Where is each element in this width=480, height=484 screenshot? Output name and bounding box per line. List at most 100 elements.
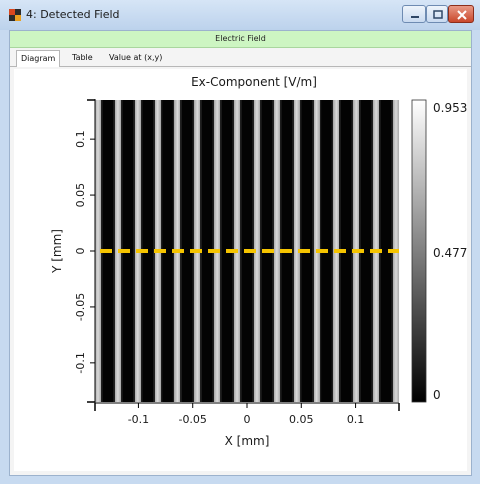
- y-tick-label: 0.05: [74, 183, 87, 208]
- heatmap-column: [202, 100, 204, 402]
- y-axis-label: Y [mm]: [50, 229, 64, 274]
- heatmap-column: [366, 100, 368, 402]
- heatmap-column: [240, 100, 242, 402]
- tab-diagram[interactable]: Diagram: [16, 50, 61, 67]
- heatmap-column: [241, 100, 243, 402]
- x-tick-label: 0.05: [289, 413, 314, 426]
- heatmap-column: [261, 100, 263, 402]
- heatmap-column: [184, 100, 186, 402]
- diagram-area: Ex-Component [V/m] -0.1 -0.05 0 0.05 0.1 -0.…: [14, 69, 467, 471]
- heatmap-column: [278, 100, 280, 402]
- y-tick-label: 0: [74, 248, 87, 255]
- heatmap-column: [114, 100, 116, 402]
- minimize-button[interactable]: [402, 5, 426, 23]
- heatmap-column: [364, 100, 366, 402]
- tab-strip: Diagram Table Value at (x,y): [10, 48, 471, 67]
- heatmap-column: [329, 100, 331, 402]
- heatmap-column: [186, 100, 188, 402]
- heatmap-column: [132, 100, 134, 402]
- heatmap-column: [314, 100, 316, 402]
- heatmap-column: [206, 100, 208, 402]
- chart-title: Ex-Component [V/m]: [191, 75, 317, 89]
- heatmap-column: [116, 100, 118, 402]
- y-tick-label: -0.05: [74, 293, 87, 321]
- y-tick-label: 0.1: [74, 130, 87, 148]
- heatmap-column: [369, 100, 371, 402]
- title-bar[interactable]: 4: Detected Field: [0, 0, 480, 30]
- heatmap-column: [382, 100, 384, 402]
- heatmap-column: [170, 100, 172, 402]
- heatmap-column: [169, 100, 171, 402]
- heatmap-column: [346, 100, 348, 402]
- heatmap-column: [313, 100, 315, 402]
- heatmap-column: [242, 100, 244, 402]
- heatmap-column: [187, 100, 189, 402]
- heatmap-column: [367, 100, 369, 402]
- heatmap-column: [220, 100, 222, 402]
- heatmap-column: [294, 100, 296, 402]
- heatmap-column: [135, 100, 137, 402]
- colorbar-mid-label: 0.477: [433, 246, 467, 260]
- heatmap-column: [295, 100, 297, 402]
- heatmap-column: [112, 100, 114, 402]
- heatmap-column: [333, 100, 335, 402]
- heatmap-column: [131, 100, 133, 402]
- heatmap-column: [274, 100, 276, 402]
- heatmap-column: [95, 100, 97, 402]
- heatmap-column: [349, 100, 351, 402]
- x-tick-label: -0.1: [128, 413, 149, 426]
- heatmap-column: [310, 100, 312, 402]
- colorbar-max-label: 0.953: [433, 101, 467, 115]
- heatmap-column: [257, 100, 259, 402]
- heatmap-column: [133, 100, 135, 402]
- heatmap-column: [188, 100, 190, 402]
- tab-table[interactable]: Table: [72, 53, 93, 62]
- field-chart[interactable]: Ex-Component [V/m] -0.1 -0.05 0 0.05 0.1 -0.…: [14, 69, 467, 471]
- close-button[interactable]: [448, 5, 474, 23]
- heatmap-column: [134, 100, 136, 402]
- heatmap-column: [292, 100, 294, 402]
- heatmap-column: [275, 100, 277, 402]
- heatmap-column: [225, 100, 227, 402]
- x-ticks: -0.1 -0.05 0 0.05 0.1: [94, 403, 400, 426]
- tab-value-at-xy[interactable]: Value at (x,y): [109, 53, 163, 62]
- heatmap-column: [315, 100, 317, 402]
- heatmap-column: [152, 100, 154, 402]
- maximize-button[interactable]: [426, 5, 448, 23]
- heatmap-column: [330, 100, 332, 402]
- maximize-icon: [433, 10, 443, 19]
- heatmap-column: [96, 100, 98, 402]
- heatmap-column: [99, 100, 101, 402]
- heatmap-column: [297, 100, 299, 402]
- y-tick-label: -0.1: [74, 352, 87, 373]
- heatmap-column: [189, 100, 191, 402]
- x-axis-label: X [mm]: [225, 434, 270, 448]
- heatmap-column: [383, 100, 385, 402]
- heatmap-column: [204, 100, 206, 402]
- x-tick-label: 0: [244, 413, 251, 426]
- heatmap-column: [328, 100, 330, 402]
- heatmap-column: [168, 100, 170, 402]
- heatmap-column: [296, 100, 298, 402]
- heatmap-column: [207, 100, 209, 402]
- heatmap-column: [153, 100, 155, 402]
- heatmap-column: [149, 100, 151, 402]
- heatmap-column: [384, 100, 386, 402]
- close-icon: [457, 10, 467, 20]
- heatmap-column: [97, 100, 99, 402]
- heatmap-column: [386, 100, 388, 402]
- colorbar-min-label: 0: [433, 388, 441, 402]
- app-icon: [9, 9, 21, 21]
- heatmap-column: [276, 100, 278, 402]
- x-tick-label: 0.1: [347, 413, 365, 426]
- heatmap-column: [279, 100, 281, 402]
- heatmap-column: [238, 100, 240, 402]
- y-ticks: -0.1 -0.05 0 0.05 0.1: [74, 99, 95, 403]
- heatmap-column: [221, 100, 223, 402]
- heatmap-column: [277, 100, 279, 402]
- heatmap-column: [239, 100, 241, 402]
- heatmap-column: [185, 100, 187, 402]
- heatmap-column: [347, 100, 349, 402]
- heatmap-column: [311, 100, 313, 402]
